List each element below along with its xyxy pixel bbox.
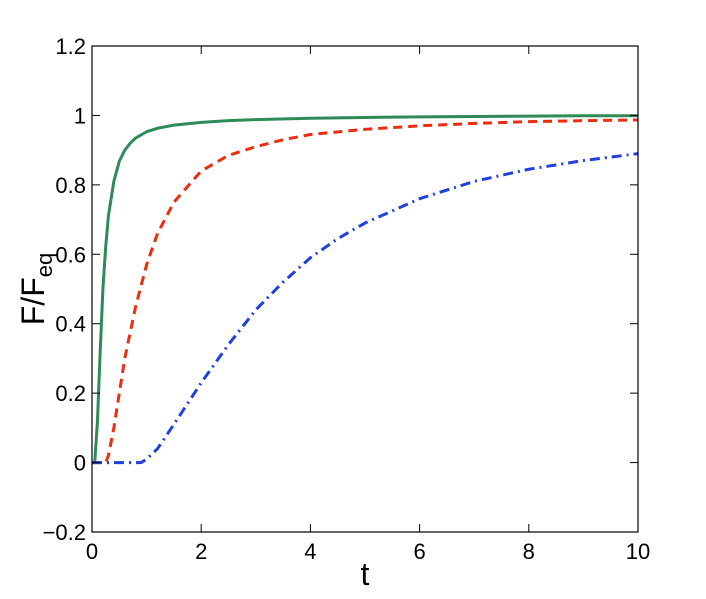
- y-tick-label: 0.4: [55, 312, 86, 337]
- y-axis-label-subscript: eq: [32, 253, 57, 277]
- y-tick-label: 1.2: [55, 34, 86, 59]
- y-tick-label: 0.2: [55, 381, 86, 406]
- x-tick-label: 4: [304, 539, 316, 564]
- y-axis-label-main: F/F: [15, 277, 51, 325]
- x-tick-label: 2: [195, 539, 207, 564]
- y-tick-label: −0.2: [43, 520, 86, 545]
- y-axis-label: F/Feq: [15, 253, 57, 325]
- series-line-solid: [92, 114, 638, 465]
- x-tick-label: 10: [626, 539, 650, 564]
- x-axis-label: t: [361, 556, 370, 592]
- y-tick-label: 0.8: [55, 173, 86, 198]
- x-tick-label: 8: [523, 539, 535, 564]
- tick-labels-layer: 0 2 4 6 8 10−0.200.20.40.60.811.2: [43, 34, 651, 564]
- x-tick-label: 6: [413, 539, 425, 564]
- y-tick-label: 0.6: [55, 242, 86, 267]
- series-layer: [92, 114, 639, 465]
- x-tick-label: 0: [86, 539, 98, 564]
- y-tick-label: 1: [74, 103, 86, 128]
- y-tick-label: 0: [74, 451, 86, 476]
- series-line-dashdot: [92, 152, 639, 465]
- ticks-layer: [91, 45, 639, 533]
- series-line-dashed: [92, 118, 639, 465]
- plot-frame: [91, 45, 639, 533]
